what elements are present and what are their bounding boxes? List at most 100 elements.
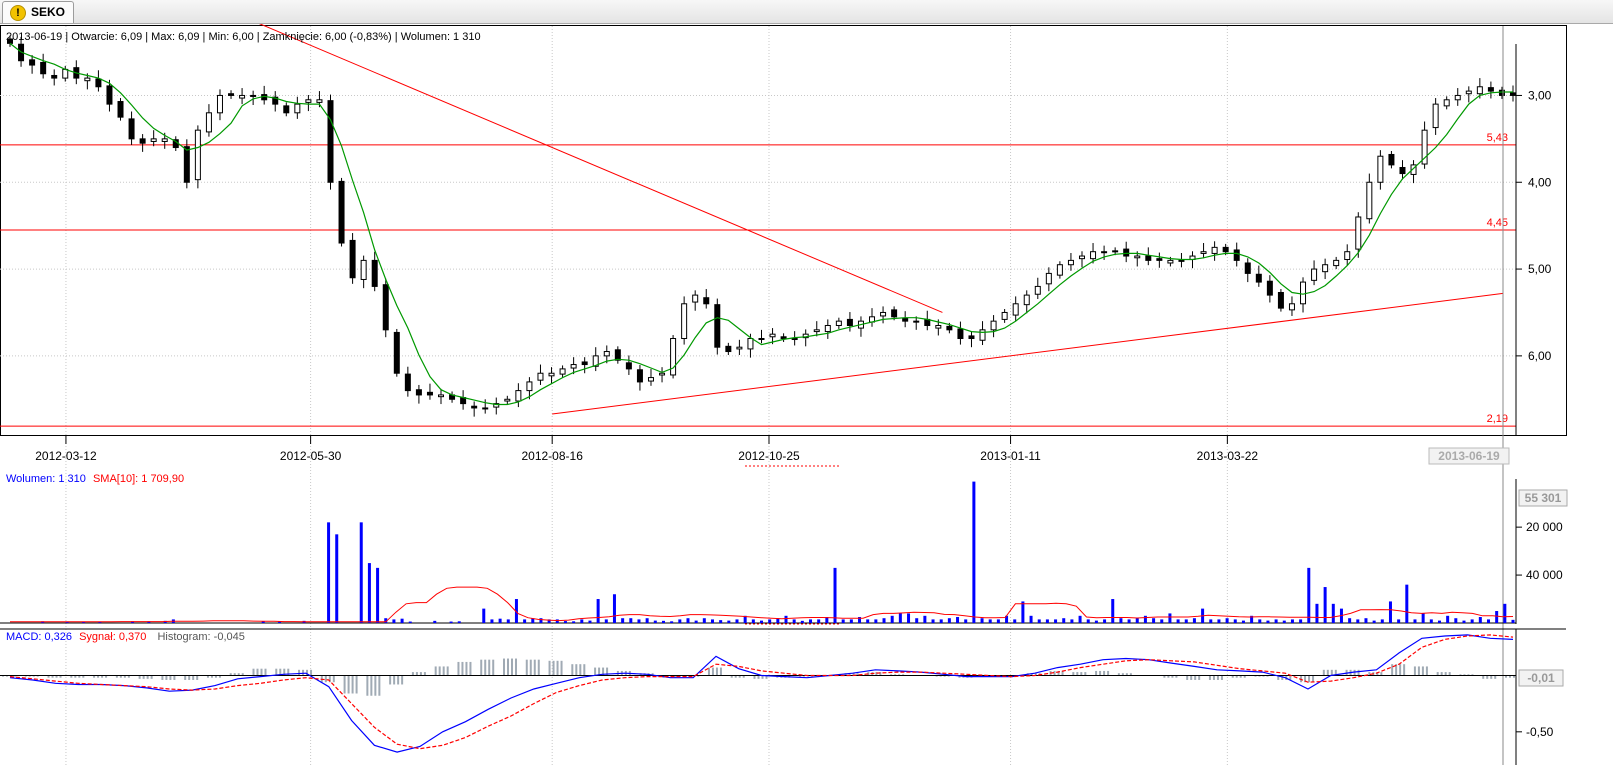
volume-bar	[972, 481, 976, 623]
candle-body	[1001, 311, 1008, 320]
volume-bar	[449, 621, 453, 623]
volume-bar	[792, 619, 796, 623]
volume-bar	[384, 618, 388, 623]
candle-body	[62, 68, 69, 79]
volume-bar	[1413, 619, 1417, 623]
volume-bar	[743, 615, 747, 623]
candle-body	[813, 329, 820, 333]
volume-bar	[1315, 603, 1319, 623]
volume-bar	[1331, 603, 1335, 623]
volume-bar	[1119, 618, 1123, 623]
volume-y-tick-label: 20 000	[1526, 520, 1563, 534]
volume-bar	[988, 619, 992, 623]
candle-body	[979, 329, 986, 341]
macd-y-axis: -0,50	[1516, 725, 1554, 739]
candle-body	[636, 369, 643, 383]
volume-bar	[1503, 603, 1507, 623]
volume-bar	[907, 613, 911, 623]
macd-current-label: -0,01	[1527, 671, 1555, 685]
candle-body	[84, 77, 91, 82]
volume-bar	[760, 620, 763, 623]
volume-bar	[1348, 618, 1352, 623]
candle-body	[1410, 164, 1417, 175]
horizontal-line-label: 2,19	[1487, 413, 1508, 425]
candle-body	[493, 403, 500, 408]
volume-bar	[939, 619, 943, 623]
volume-bar	[784, 615, 788, 623]
macd-line	[9, 634, 1514, 753]
candle-body	[216, 94, 223, 114]
volume-bar	[931, 619, 935, 623]
candle-body	[1355, 216, 1362, 250]
volume-bar	[482, 608, 486, 623]
candle-body	[29, 59, 36, 66]
candle-body	[1399, 166, 1406, 175]
volume-bar	[1486, 619, 1490, 623]
volume-bar	[1250, 615, 1254, 623]
volume-bar	[1495, 611, 1499, 623]
candle-body	[1443, 99, 1450, 107]
candle-body	[957, 328, 964, 340]
candle-body	[891, 309, 898, 318]
chart-area[interactable]: 6,00 5,00 4,00 3,00 5,43 4,45 2,19 2013-06-19…	[0, 24, 1613, 765]
volume-bar	[1209, 619, 1213, 623]
candle-body	[515, 390, 522, 402]
volume-bar	[833, 567, 837, 623]
volume-bar	[621, 618, 625, 623]
volume-bar	[1184, 619, 1188, 623]
volume-bar	[1078, 615, 1082, 623]
tab-seko[interactable]: ! SEKO	[2, 1, 74, 23]
candle-body	[1012, 303, 1019, 316]
candle-body	[603, 351, 610, 357]
candle-body	[1255, 273, 1262, 283]
volume-bar	[563, 621, 567, 623]
candle-body	[205, 112, 212, 133]
candle-body	[1134, 255, 1141, 259]
trend-line	[552, 292, 1504, 415]
volume-bar	[1054, 619, 1058, 623]
volume-bar	[1135, 618, 1139, 623]
price-info-close: Zamknięcie: 6,00 (-0,83%)	[263, 31, 392, 43]
candle-body	[902, 318, 909, 322]
candle-body	[703, 297, 710, 305]
x-tick-label: 2012-08-16	[521, 449, 583, 463]
volume-bar	[1103, 619, 1107, 623]
price-info-volume: Wolumen: 1 310	[401, 31, 481, 43]
candle-body	[1233, 249, 1240, 261]
volume-bar	[849, 619, 853, 623]
volume-bar	[858, 617, 862, 623]
candle-body	[1123, 248, 1130, 257]
candle-body	[294, 103, 301, 114]
candle-body	[1465, 90, 1472, 95]
volume-bar	[131, 621, 135, 623]
volume-bar	[1405, 584, 1409, 623]
volume-bar	[335, 534, 339, 623]
candle-body	[1432, 103, 1439, 129]
volume-sma-line	[10, 586, 1514, 623]
volume-bar	[923, 615, 927, 623]
candle-body	[968, 335, 975, 340]
volume-bar	[498, 618, 502, 623]
macd-info-bar: MACD: 0,326 Sygnał: 0,370 Histogram: -0,…	[6, 631, 245, 643]
x-tick-label: 2013-01-11	[980, 449, 1041, 463]
volume-bar	[882, 618, 886, 623]
volume-bar	[1462, 620, 1466, 623]
price-y-tick-label: 5,00	[1528, 262, 1552, 276]
volume-bar	[278, 621, 282, 623]
volume-bar	[1152, 618, 1156, 623]
volume-bar	[367, 563, 371, 623]
volume-bar	[825, 617, 829, 623]
candle-body	[360, 259, 367, 280]
chart-svg[interactable]: 6,00 5,00 4,00 3,00 5,43 4,45 2,19 2013-06-19…	[0, 24, 1613, 765]
volume-bar	[1323, 587, 1327, 623]
candle-body	[40, 61, 47, 75]
candle-body	[946, 325, 953, 331]
candle-body	[780, 336, 787, 340]
candle-body	[570, 364, 577, 369]
trend-line	[258, 24, 943, 313]
candle-body	[1167, 259, 1174, 264]
macd-histogram	[2, 658, 1515, 696]
candle-body	[471, 405, 478, 409]
horizontal-lines	[0, 144, 1516, 427]
volume-bar	[768, 619, 772, 623]
